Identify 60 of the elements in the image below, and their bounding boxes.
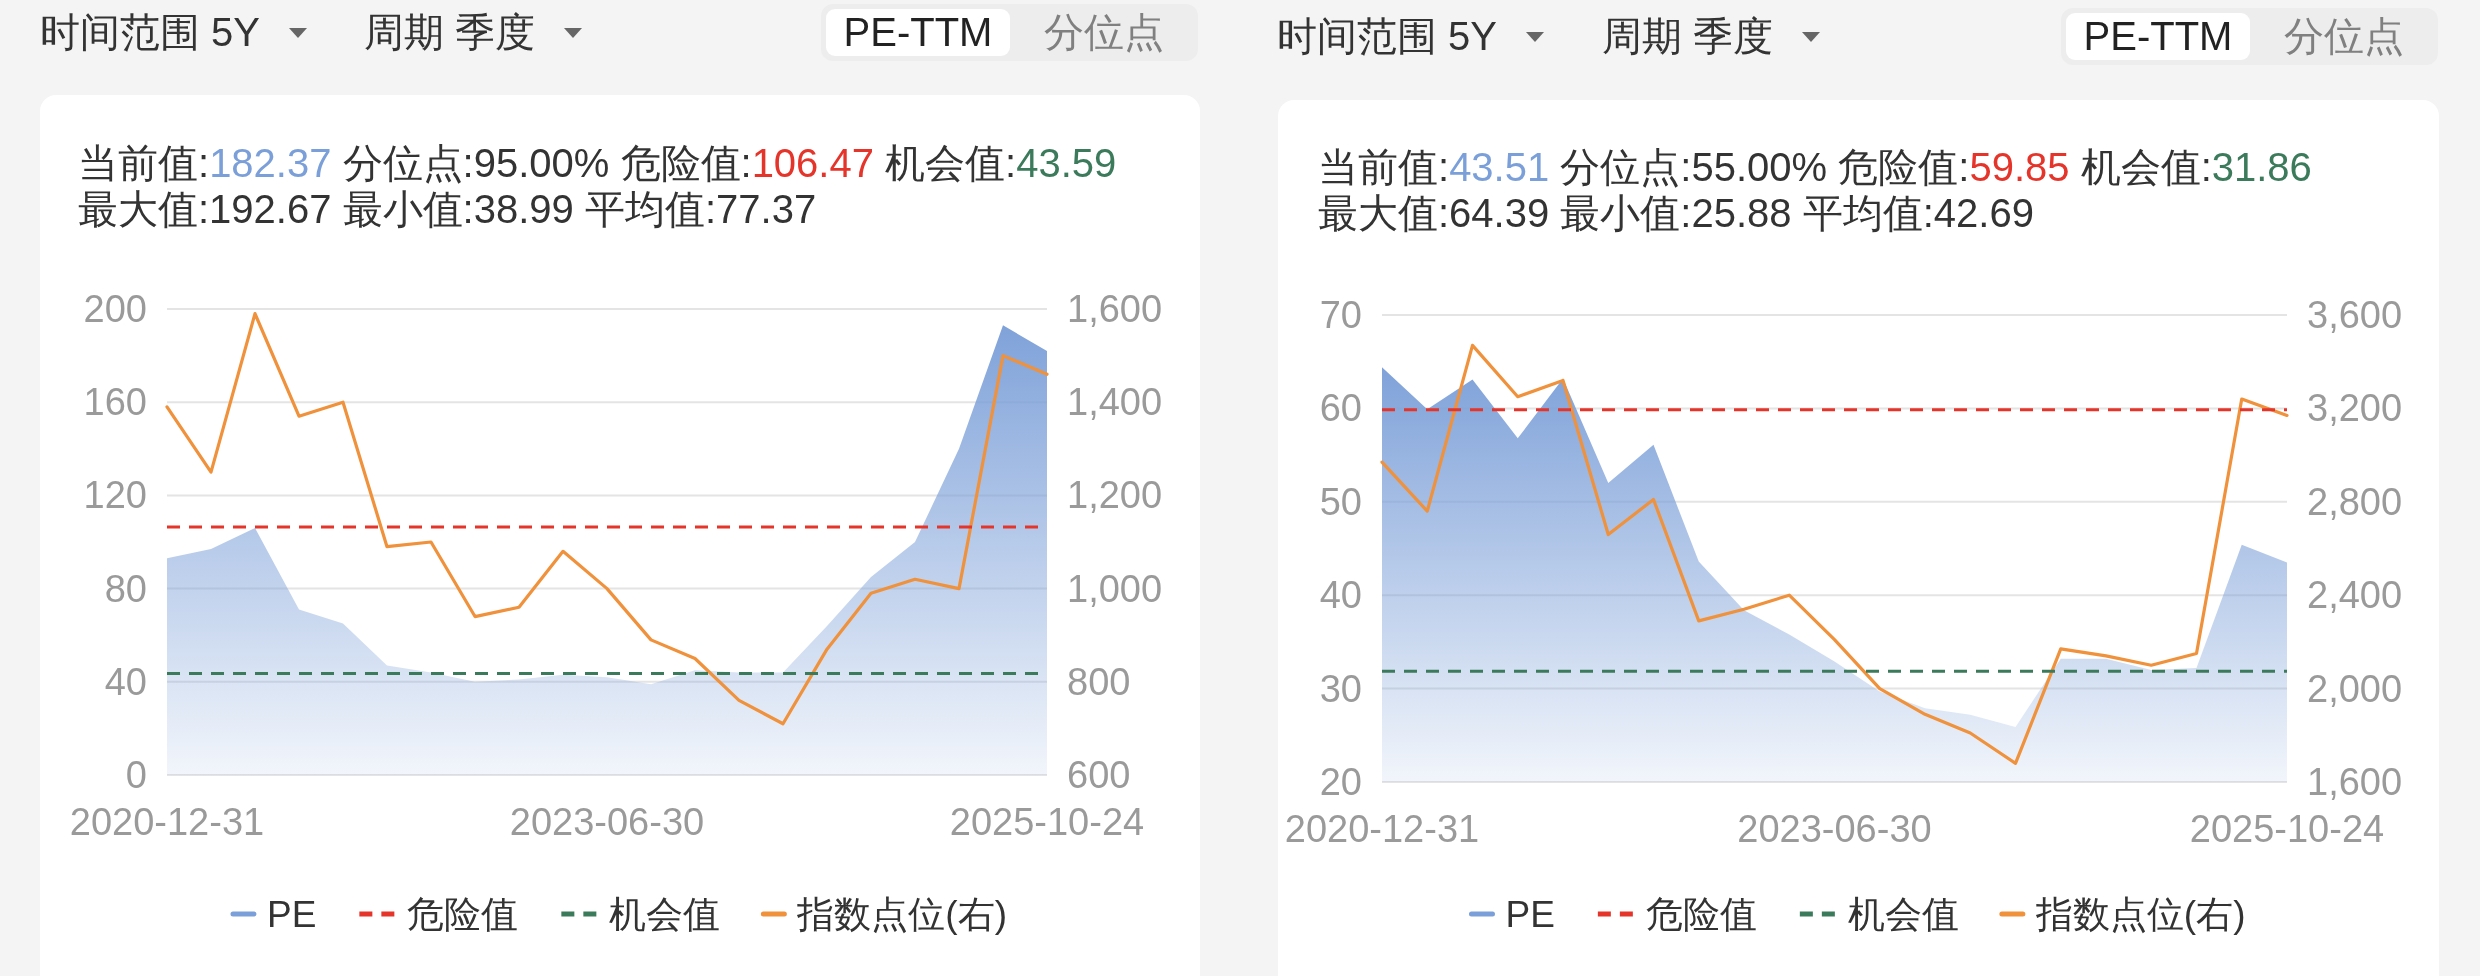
text: 机会值:31.86 [2080, 145, 2312, 189]
legend-label: 机会值 [1847, 893, 1959, 935]
text: 最大值:64.39 [1318, 190, 1550, 236]
y-tick-label: 120 [83, 474, 147, 517]
legend-label: 指数点位(右) [2034, 893, 2246, 935]
text: 平均值:42.69 [1802, 190, 2034, 236]
y2-tick-label: 1,000 [1067, 567, 1163, 610]
y-tick-label: 0 [125, 754, 147, 796]
y-tick-label: 40 [104, 660, 147, 703]
text: 机会值:43.59 [885, 141, 1117, 185]
text: 时间范围 5Y [1277, 13, 1498, 60]
legend-label: 机会值 [609, 893, 721, 935]
y2-tick-label: 2,400 [2307, 574, 2403, 617]
x-tick-label: 2020-12-31 [69, 801, 265, 843]
y2-tick-label: 2,800 [2307, 480, 2403, 523]
y-tick-label: 60 [1319, 387, 1362, 430]
text: PE-TTM [826, 8, 1010, 56]
x-tick-label: 2025-10-24 [2189, 808, 2385, 850]
y2-tick-label: 3,600 [2307, 294, 2403, 336]
y2-tick-label: 1,600 [2307, 761, 2403, 803]
y-tick-label: 80 [104, 567, 147, 610]
text: 危险值:106.47 [620, 141, 874, 185]
y-tick-label: 70 [1319, 294, 1362, 336]
y-tick-label: 20 [1319, 761, 1362, 803]
y2-tick-label: 2,000 [2307, 667, 2403, 710]
legend-label: PE [1505, 893, 1555, 935]
text: 周期 季度 [1602, 13, 1774, 60]
y2-tick-label: 600 [1067, 754, 1131, 796]
text: 最小值:25.88 [1560, 190, 1792, 236]
y-tick-label: 200 [83, 288, 147, 330]
y2-tick-label: 1,400 [1067, 381, 1163, 424]
x-tick-label: 2023-06-30 [1737, 808, 1932, 850]
legend-label: 指数点位(右) [796, 893, 1008, 935]
text: 时间范围 5Y [40, 9, 261, 56]
y2-tick-label: 1,600 [1067, 288, 1163, 330]
y2-tick-label: 3,200 [2307, 387, 2403, 430]
legend-label: PE [266, 893, 317, 935]
y-tick-label: 160 [83, 381, 147, 424]
x-tick-label: 2025-10-24 [949, 801, 1145, 843]
y-tick-label: 50 [1319, 480, 1362, 523]
text: 当前值:43.51 [1318, 145, 1550, 189]
y2-tick-label: 800 [1067, 660, 1131, 703]
y2-tick-label: 1,200 [1067, 474, 1163, 517]
text: 平均值:77.37 [584, 186, 817, 232]
text: 周期 季度 [364, 9, 536, 56]
text: 分位点 [2283, 13, 2405, 60]
text: 分位点:55.00% [1560, 144, 1828, 190]
x-tick-label: 2023-06-30 [509, 801, 705, 843]
legend-label: 危险值 [1645, 893, 1757, 935]
text: PE-TTM [2066, 12, 2250, 60]
text: 分位点:95.00% [342, 140, 610, 186]
text: 当前值:182.37 [78, 141, 332, 185]
legend-label: 危险值 [407, 893, 519, 935]
x-tick-label: 2020-12-31 [1284, 808, 1480, 850]
y-tick-label: 40 [1319, 574, 1362, 617]
y-tick-label: 30 [1319, 667, 1362, 710]
text: 分位点 [1043, 9, 1165, 56]
text: 最小值:38.99 [342, 186, 574, 232]
text: 危险值:59.85 [1838, 145, 2070, 189]
text: 最大值:192.67 [78, 186, 332, 232]
